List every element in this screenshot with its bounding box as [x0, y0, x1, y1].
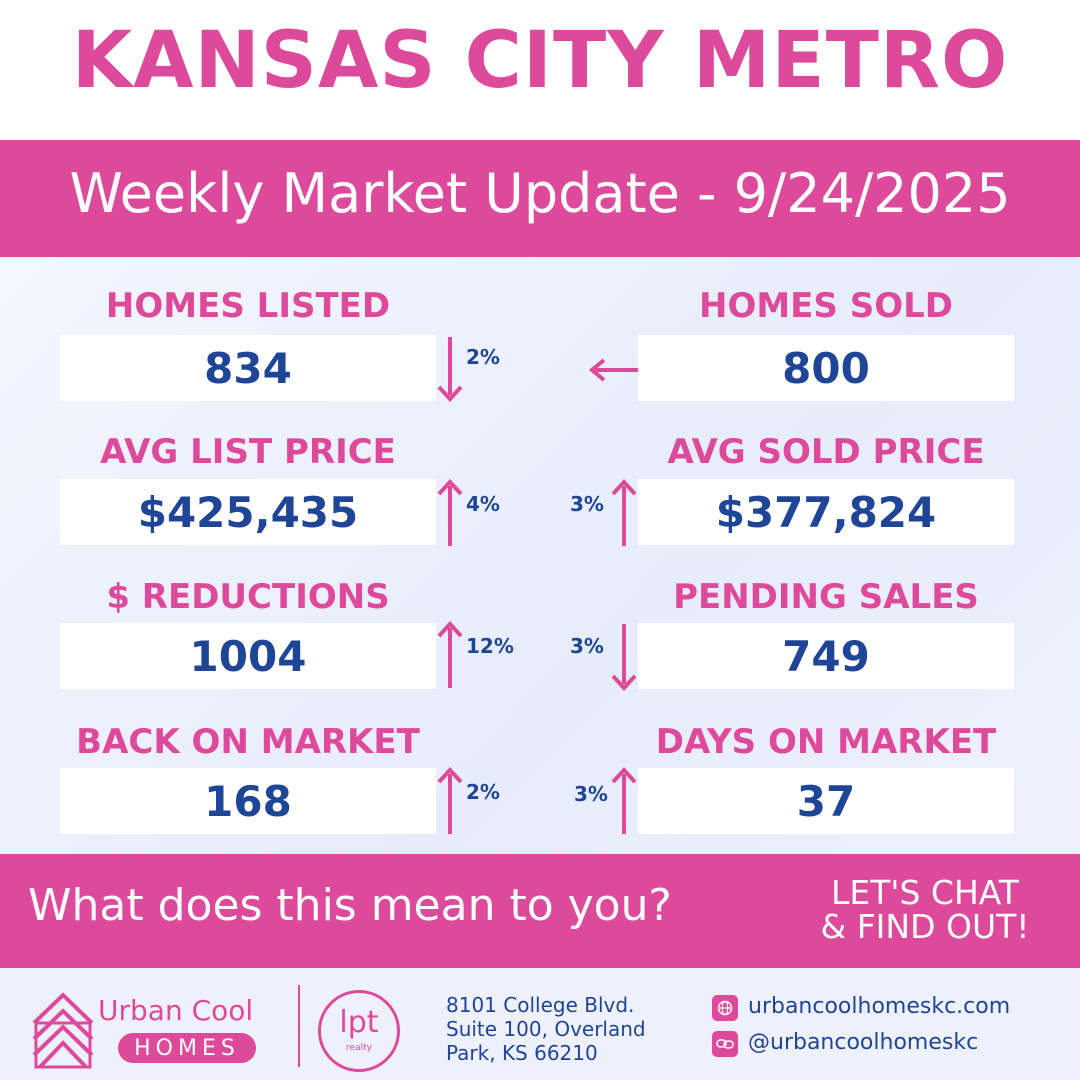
pending-sales-change: 3%: [570, 634, 604, 658]
cta-chat-line2: & FIND OUT!: [820, 907, 1030, 946]
pending-sales-label: PENDING SALES: [673, 577, 979, 617]
social-handle[interactable]: @urbancoolhomeskc: [748, 1030, 979, 1055]
back-on-market-label: BACK ON MARKET: [76, 722, 420, 762]
reductions-label: $ REDUCTIONS: [106, 577, 390, 617]
arrow-up-icon: [610, 766, 638, 836]
link-icon: [712, 1031, 738, 1057]
brand-homes-badge: HOMES: [118, 1033, 256, 1063]
pending-sales-value: 749: [638, 623, 1014, 689]
homes-listed-change: 2%: [466, 345, 500, 369]
arrow-down-icon: [610, 622, 638, 692]
partner-logo-text: lpt: [339, 1005, 379, 1040]
cta-chat-line1: LET'S CHAT: [831, 873, 1019, 912]
avg-sold-price-label: AVG SOLD PRICE: [667, 432, 985, 472]
arrow-down-icon: [436, 335, 464, 405]
arrow-left-icon: [588, 356, 638, 384]
brand-name: Urban Cool: [98, 994, 254, 1027]
address-line3: Park, KS 66210: [446, 1041, 598, 1065]
header-area: [0, 0, 1080, 140]
reductions-change: 12%: [466, 634, 514, 658]
days-on-market-label: DAYS ON MARKET: [655, 722, 997, 762]
homes-listed-value: 834: [60, 335, 436, 401]
days-on-market-value: 37: [638, 768, 1014, 834]
subtitle-bar: [0, 140, 1080, 257]
avg-sold-price-value: $377,824: [638, 479, 1014, 545]
address-line1: 8101 College Blvd.: [446, 993, 635, 1017]
globe-icon: [712, 995, 738, 1021]
house-logo-icon: [30, 985, 96, 1073]
cta-bar: [0, 854, 1080, 968]
arrow-up-icon: [436, 478, 464, 548]
days-on-market-change: 3%: [574, 782, 608, 806]
cta-question: What does this mean to you?: [28, 880, 672, 931]
avg-list-price-label: AVG LIST PRICE: [100, 432, 396, 472]
cta-chat: LET'S CHAT & FIND OUT!: [800, 876, 1050, 944]
partner-logo: lpt realty: [318, 990, 400, 1072]
back-on-market-change: 2%: [466, 780, 500, 804]
partner-logo-sub: realty: [346, 1043, 372, 1053]
page-title: KANSAS CITY METRO: [71, 16, 1009, 106]
arrow-up-icon: [436, 620, 464, 690]
arrow-up-icon: [436, 766, 464, 836]
address: 8101 College Blvd. Suite 100, Overland P…: [446, 993, 646, 1065]
page-subtitle: Weekly Market Update - 9/24/2025: [69, 162, 1011, 225]
homes-sold-label: HOMES SOLD: [698, 286, 954, 326]
website-link[interactable]: urbancoolhomeskc.com: [748, 994, 1011, 1019]
homes-listed-label: HOMES LISTED: [105, 286, 391, 326]
arrow-up-icon: [610, 478, 638, 548]
homes-sold-value: 800: [638, 335, 1014, 401]
back-on-market-value: 168: [60, 768, 436, 834]
avg-sold-price-change: 3%: [570, 492, 604, 516]
avg-list-price-value: $425,435: [60, 479, 436, 545]
reductions-value: 1004: [60, 623, 436, 689]
address-line2: Suite 100, Overland: [446, 1017, 646, 1041]
footer-divider: [298, 985, 300, 1067]
avg-list-price-change: 4%: [466, 492, 500, 516]
